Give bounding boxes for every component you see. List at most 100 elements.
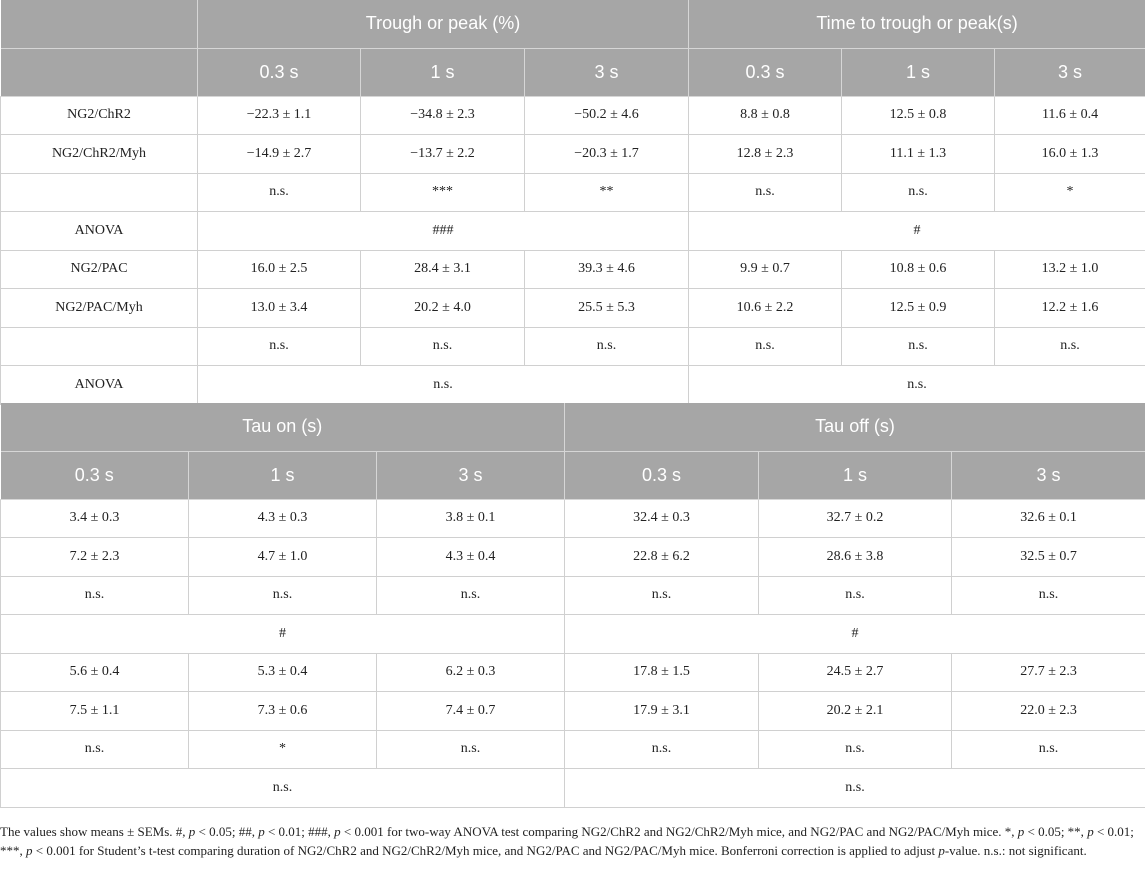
- table-cell: 3.8 ± 0.1: [375, 498, 566, 538]
- anova-cell: n.s.: [564, 768, 1145, 808]
- anova-cell: #: [688, 211, 1145, 251]
- table-footnote: The values show means ± SEMs. #, p < 0.0…: [0, 824, 1134, 858]
- row-label: NG2/ChR2: [0, 95, 198, 135]
- table-cell: 13.0 ± 3.4: [197, 288, 361, 328]
- table-cell: n.s.: [0, 729, 189, 769]
- table-cell: n.s.: [994, 326, 1145, 366]
- sub-header: 0.3 s: [564, 451, 760, 500]
- sub-header: 1 s: [360, 48, 525, 97]
- sub-header: 3 s: [523, 48, 690, 97]
- sub-header: 1 s: [188, 451, 377, 500]
- table-row: 3.4 ± 0.3 4.3 ± 0.3 3.8 ± 0.1 32.4 ± 0.3…: [0, 498, 1145, 538]
- table-row: 5.6 ± 0.4 5.3 ± 0.4 6.2 ± 0.3 17.8 ± 1.5…: [0, 652, 1145, 692]
- table-cell: 8.8 ± 0.8: [688, 95, 843, 135]
- table-cell: n.s.: [188, 575, 377, 615]
- table-cell: 13.2 ± 1.0: [994, 249, 1145, 289]
- table-cell: 10.6 ± 2.2: [688, 288, 843, 328]
- table-cell: 22.0 ± 2.3: [951, 691, 1145, 731]
- sub-header: 1 s: [841, 48, 996, 97]
- row-label: NG2/PAC: [0, 249, 198, 289]
- results-table-top: Trough or peak (%) Time to trough or pea…: [0, 0, 1145, 405]
- table-cell: n.s.: [197, 172, 361, 212]
- corner-header-cell: [0, 0, 198, 49]
- anova-row: # #: [0, 614, 1145, 654]
- table-cell: 16.0 ± 2.5: [197, 249, 361, 289]
- significance-row: n.s. n.s. n.s. n.s. n.s. n.s.: [0, 575, 1145, 615]
- table-cell: 11.6 ± 0.4: [994, 95, 1145, 135]
- anova-cell: #: [0, 614, 566, 654]
- table-cell: 4.3 ± 0.4: [375, 537, 566, 577]
- anova-cell: n.s.: [688, 365, 1145, 405]
- table-cell: 7.5 ± 1.1: [0, 691, 189, 731]
- table-cell: n.s.: [375, 729, 566, 769]
- table-cell: 32.6 ± 0.1: [951, 498, 1145, 538]
- table-cell: **: [523, 172, 690, 212]
- sub-header: 0.3 s: [688, 48, 843, 97]
- table-cell: 11.1 ± 1.3: [841, 134, 996, 174]
- table-cell: n.s.: [197, 326, 361, 366]
- table-cell: 25.5 ± 5.3: [523, 288, 690, 328]
- sub-header: 3 s: [994, 48, 1145, 97]
- anova-cell: n.s.: [0, 768, 566, 808]
- sub-header: 0.3 s: [197, 48, 361, 97]
- table-cell: 5.6 ± 0.4: [0, 652, 189, 692]
- table-cell: n.s.: [758, 729, 953, 769]
- table-row: NG2/ChR2 −22.3 ± 1.1 −34.8 ± 2.3 −50.2 ±…: [0, 95, 1145, 135]
- table-cell: 12.5 ± 0.9: [841, 288, 996, 328]
- table-cell: 4.7 ± 1.0: [188, 537, 377, 577]
- table-cell: n.s.: [688, 172, 843, 212]
- table-cell: 7.4 ± 0.7: [375, 691, 566, 731]
- group-header-trough-peak: Trough or peak (%): [196, 0, 690, 49]
- table-cell: *: [188, 729, 377, 769]
- table-cell: n.s.: [564, 575, 760, 615]
- table-cell: 20.2 ± 4.0: [360, 288, 525, 328]
- row-label: NG2/PAC/Myh: [0, 288, 198, 328]
- table-cell: −20.3 ± 1.7: [523, 134, 690, 174]
- table-cell: n.s.: [523, 326, 690, 366]
- significance-row: n.s. *** ** n.s. n.s. *: [0, 172, 1145, 212]
- table-cell: 20.2 ± 2.1: [758, 691, 953, 731]
- group-header-tau-off: Tau off (s): [564, 403, 1145, 452]
- group-header-time-to-trough: Time to trough or peak(s): [688, 0, 1145, 49]
- table-cell: n.s.: [951, 575, 1145, 615]
- sub-header: 1 s: [758, 451, 953, 500]
- row-label: NG2/ChR2/Myh: [0, 134, 198, 174]
- anova-row: n.s. n.s.: [0, 768, 1145, 808]
- table-cell: 5.3 ± 0.4: [188, 652, 377, 692]
- table-cell: n.s.: [564, 729, 760, 769]
- table-cell: 12.8 ± 2.3: [688, 134, 843, 174]
- table-cell: 39.3 ± 4.6: [523, 249, 690, 289]
- table-cell: n.s.: [841, 172, 996, 212]
- table-cell: 27.7 ± 2.3: [951, 652, 1145, 692]
- anova-cell: n.s.: [196, 365, 690, 405]
- table-cell: 24.5 ± 2.7: [758, 652, 953, 692]
- table-cell: 16.0 ± 1.3: [994, 134, 1145, 174]
- table-cell: n.s.: [758, 575, 953, 615]
- row-label: [0, 172, 198, 212]
- table-cell: −13.7 ± 2.2: [360, 134, 525, 174]
- table-cell: *: [994, 172, 1145, 212]
- table-cell: −50.2 ± 4.6: [523, 95, 690, 135]
- table-cell: n.s.: [841, 326, 996, 366]
- table-cell: −34.8 ± 2.3: [360, 95, 525, 135]
- table-row: 7.5 ± 1.1 7.3 ± 0.6 7.4 ± 0.7 17.9 ± 3.1…: [0, 691, 1145, 731]
- table-cell: n.s.: [951, 729, 1145, 769]
- group-header-tau-on: Tau on (s): [0, 403, 566, 452]
- table-cell: n.s.: [375, 575, 566, 615]
- significance-row: n.s. n.s. n.s. n.s. n.s. n.s.: [0, 326, 1145, 366]
- row-label: [0, 326, 198, 366]
- table-cell: 7.2 ± 2.3: [0, 537, 189, 577]
- table-cell: 28.6 ± 3.8: [758, 537, 953, 577]
- table-cell: 17.9 ± 3.1: [564, 691, 760, 731]
- table-cell: n.s.: [360, 326, 525, 366]
- row-label: ANOVA: [0, 211, 198, 251]
- table-cell: n.s.: [688, 326, 843, 366]
- table-cell: 9.9 ± 0.7: [688, 249, 843, 289]
- sub-header: 3 s: [375, 451, 566, 500]
- corner-header-cell: [0, 48, 198, 97]
- table-row: NG2/ChR2/Myh −14.9 ± 2.7 −13.7 ± 2.2 −20…: [0, 134, 1145, 174]
- anova-cell: #: [564, 614, 1145, 654]
- table-cell: 22.8 ± 6.2: [564, 537, 760, 577]
- table-cell: −14.9 ± 2.7: [197, 134, 361, 174]
- table-cell: n.s.: [0, 575, 189, 615]
